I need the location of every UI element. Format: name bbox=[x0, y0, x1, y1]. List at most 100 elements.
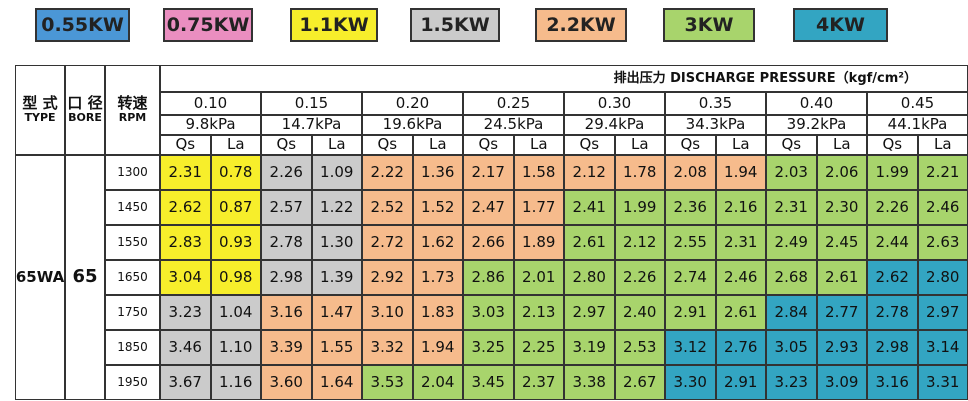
value: 2.12 bbox=[572, 162, 606, 181]
value: 1.89 bbox=[522, 232, 556, 251]
sub-header: Qs bbox=[665, 135, 716, 155]
legend-item: 2.2KW bbox=[535, 8, 627, 42]
value-cell: 2.45 bbox=[816, 225, 867, 260]
type-header: 型 式 TYPE bbox=[15, 65, 65, 155]
value-cell: 2.26 bbox=[614, 260, 665, 295]
value: 0.93 bbox=[219, 232, 253, 251]
rpm-en: RPM bbox=[118, 111, 147, 125]
legend-label: 1.1KW bbox=[299, 14, 369, 36]
value: 1.58 bbox=[522, 162, 556, 181]
value: 2.62 bbox=[168, 197, 202, 216]
value: 2.61 bbox=[825, 267, 859, 286]
value-cell: 3.09 bbox=[816, 365, 867, 400]
value: 2.66 bbox=[471, 232, 505, 251]
value: 3.45 bbox=[471, 372, 505, 391]
sub-label: Qs bbox=[276, 135, 297, 154]
value-cell: 2.44 bbox=[867, 225, 918, 260]
value-cell: 1.94 bbox=[412, 330, 463, 365]
value-cell: 3.23 bbox=[766, 365, 817, 400]
legend-label: 0.75KW bbox=[166, 14, 250, 36]
value-cell: 2.74 bbox=[665, 260, 716, 295]
value: 3.30 bbox=[673, 372, 707, 391]
value: 2.77 bbox=[825, 302, 859, 321]
value: 2.68 bbox=[774, 267, 808, 286]
value-cell: 2.78 bbox=[261, 225, 312, 260]
value: 1.52 bbox=[421, 197, 455, 216]
value: 2.98 bbox=[269, 267, 303, 286]
bore-cn: 口 径 bbox=[67, 94, 103, 113]
sub-label: La bbox=[428, 135, 447, 154]
pressure: 0.10 bbox=[193, 93, 228, 112]
value: 2.61 bbox=[724, 302, 758, 321]
value-cell: 0.78 bbox=[210, 155, 261, 190]
legend-item: 1.5KW bbox=[410, 8, 500, 42]
value: 2.53 bbox=[623, 337, 657, 356]
value: 1.16 bbox=[219, 372, 253, 391]
value: 1.64 bbox=[320, 372, 354, 391]
value-cell: 2.91 bbox=[715, 365, 766, 400]
value: 1.36 bbox=[421, 162, 455, 181]
value-cell: 2.01 bbox=[513, 260, 564, 295]
rpm-header: 转速 RPM bbox=[105, 65, 160, 155]
value: 2.74 bbox=[673, 267, 707, 286]
value: 2.17 bbox=[471, 162, 505, 181]
value-cell: 2.61 bbox=[816, 260, 867, 295]
value: 3.32 bbox=[370, 337, 404, 356]
value-cell: 1.73 bbox=[412, 260, 463, 295]
value: 1.83 bbox=[421, 302, 455, 321]
value: 1.73 bbox=[421, 267, 455, 286]
legend-item: 4KW bbox=[793, 8, 888, 42]
value-cell: 3.60 bbox=[261, 365, 312, 400]
sub-label: Qs bbox=[680, 135, 701, 154]
sub-label: La bbox=[832, 135, 851, 154]
value: 2.72 bbox=[370, 232, 404, 251]
value: 2.46 bbox=[926, 197, 960, 216]
value-cell: 1.16 bbox=[210, 365, 261, 400]
pressure-cell: 0.45 bbox=[867, 92, 968, 115]
value: 2.06 bbox=[825, 162, 859, 181]
value-cell: 1.30 bbox=[311, 225, 362, 260]
value: 2.13 bbox=[522, 302, 556, 321]
kpa: 14.7kPa bbox=[281, 115, 342, 134]
value-cell: 3.16 bbox=[867, 365, 918, 400]
value-cell: 3.23 bbox=[160, 295, 211, 330]
value: 3.67 bbox=[168, 372, 202, 391]
value: 3.14 bbox=[926, 337, 960, 356]
rpm-cell: 1850 bbox=[105, 330, 160, 365]
value-cell: 2.86 bbox=[463, 260, 514, 295]
sub-label: La bbox=[529, 135, 548, 154]
value-cell: 2.41 bbox=[564, 190, 615, 225]
pressure-cell: 0.25 bbox=[463, 92, 564, 115]
value: 2.04 bbox=[421, 372, 455, 391]
value-cell: 2.26 bbox=[867, 190, 918, 225]
value: 2.61 bbox=[572, 232, 606, 251]
value-cell: 1.77 bbox=[513, 190, 564, 225]
value-cell: 2.25 bbox=[513, 330, 564, 365]
sub-header: La bbox=[816, 135, 867, 155]
value-cell: 3.04 bbox=[160, 260, 211, 295]
value-cell: 2.78 bbox=[867, 295, 918, 330]
sub-label: Qs bbox=[882, 135, 903, 154]
value: 2.86 bbox=[471, 267, 505, 286]
kpa-cell: 24.5kPa bbox=[463, 115, 564, 135]
value: 2.55 bbox=[673, 232, 707, 251]
value-cell: 3.53 bbox=[362, 365, 413, 400]
value-cell: 2.80 bbox=[564, 260, 615, 295]
pressure-title-text: 排出压力 DISCHARGE PRESSURE（kgf/cm²） bbox=[613, 70, 917, 86]
value: 3.12 bbox=[673, 337, 707, 356]
value: 3.05 bbox=[774, 337, 808, 356]
value-cell: 2.26 bbox=[261, 155, 312, 190]
value: 2.63 bbox=[926, 232, 960, 251]
value-cell: 2.61 bbox=[715, 295, 766, 330]
pressure-cell: 0.15 bbox=[261, 92, 362, 115]
rpm-cell: 1650 bbox=[105, 260, 160, 295]
sub-label: La bbox=[327, 135, 346, 154]
value-cell: 2.12 bbox=[614, 225, 665, 260]
rpm: 1950 bbox=[117, 375, 148, 390]
value: 1.99 bbox=[623, 197, 657, 216]
value: 2.31 bbox=[774, 197, 808, 216]
value-cell: 2.31 bbox=[766, 190, 817, 225]
value-cell: 2.03 bbox=[766, 155, 817, 190]
legend-label: 2.2KW bbox=[546, 14, 616, 36]
kpa: 34.3kPa bbox=[685, 115, 746, 134]
